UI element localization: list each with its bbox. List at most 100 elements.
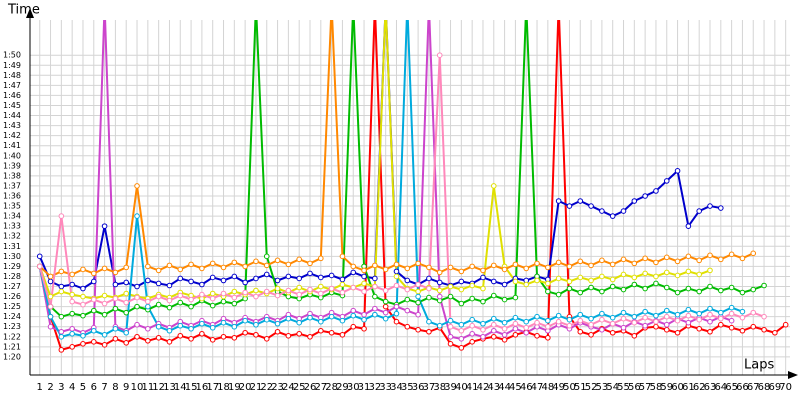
point <box>36 253 43 260</box>
point <box>166 327 173 334</box>
point <box>642 308 648 315</box>
x-tick-label: 19 <box>228 382 241 393</box>
point <box>436 293 443 300</box>
point <box>490 333 497 340</box>
point <box>447 323 454 330</box>
point <box>631 319 638 326</box>
point <box>458 335 465 342</box>
point <box>112 305 119 312</box>
y-tick-label: 1:45 <box>3 101 21 110</box>
x-tick-label: 54 <box>606 382 619 393</box>
point <box>274 277 281 284</box>
x-tick-label: 65 <box>725 382 738 393</box>
x-axis-arrow <box>788 371 798 379</box>
point <box>523 281 530 288</box>
point <box>318 290 324 297</box>
point <box>469 339 475 345</box>
y-axis-label: Time <box>7 3 40 18</box>
point <box>609 261 616 268</box>
point <box>101 342 108 348</box>
y-axis-arrow <box>26 8 34 18</box>
point <box>318 255 324 262</box>
point <box>426 275 432 282</box>
x-tick-label: 20 <box>239 382 252 393</box>
point <box>47 313 54 320</box>
point <box>750 250 757 257</box>
x-tick-label: 3 <box>58 382 64 393</box>
point <box>663 313 670 320</box>
point <box>588 284 594 291</box>
y-tick-label: 1:36 <box>3 191 21 200</box>
point <box>339 253 346 260</box>
point <box>620 271 627 278</box>
x-tick-label: 7 <box>101 382 107 393</box>
x-tick-label: 40 <box>455 382 468 393</box>
point <box>177 322 184 329</box>
tick-labels: 1:201:211:221:231:241:251:261:271:281:29… <box>3 51 792 393</box>
point <box>501 266 508 273</box>
point <box>761 326 767 333</box>
point <box>555 198 562 204</box>
point <box>274 292 281 299</box>
point <box>685 312 692 319</box>
point <box>501 337 508 343</box>
point <box>620 208 627 214</box>
point <box>220 298 227 305</box>
point <box>653 318 659 325</box>
point <box>609 283 616 290</box>
y-tick-label: 1:32 <box>3 232 21 241</box>
point <box>404 323 411 330</box>
point <box>696 271 702 278</box>
point <box>480 267 486 274</box>
point <box>36 263 43 270</box>
x-tick-label: 27 <box>314 382 327 393</box>
point <box>523 329 530 336</box>
point <box>361 280 367 287</box>
point <box>761 313 767 320</box>
x-tick-label: 39 <box>444 382 457 393</box>
point <box>177 292 184 299</box>
point <box>728 251 735 258</box>
point <box>69 310 75 317</box>
point <box>101 265 108 272</box>
point <box>361 273 367 280</box>
point <box>123 264 130 271</box>
point <box>372 293 378 300</box>
point <box>339 331 346 338</box>
point <box>415 260 421 267</box>
point <box>739 289 746 296</box>
point <box>112 325 119 332</box>
point <box>177 275 184 282</box>
point <box>382 303 389 310</box>
point <box>58 268 65 275</box>
x-tick-label: 70 <box>779 382 792 393</box>
point <box>718 287 724 294</box>
point <box>685 319 692 326</box>
point <box>545 317 551 324</box>
point <box>685 285 692 292</box>
point <box>663 254 670 261</box>
point <box>620 324 627 331</box>
x-tick-label: 24 <box>282 382 295 393</box>
point <box>47 303 54 310</box>
x-tick-label: 44 <box>498 382 511 393</box>
point <box>361 311 367 318</box>
x-tick-label: 34 <box>390 382 403 393</box>
point <box>307 333 313 340</box>
x-tick-label: 18 <box>217 382 230 393</box>
point <box>653 259 659 266</box>
point <box>599 273 605 280</box>
x-tick-label: 62 <box>693 382 706 393</box>
point <box>155 334 162 341</box>
x-tick-label: 30 <box>347 382 360 393</box>
point <box>393 282 400 289</box>
x-tick-label: 6 <box>91 382 97 393</box>
point <box>458 345 465 351</box>
y-tick-label: 1:41 <box>3 141 21 150</box>
x-tick-label: 60 <box>671 382 684 393</box>
point <box>490 321 497 328</box>
point <box>512 314 519 321</box>
x-tick-label: 23 <box>271 382 284 393</box>
x-tick-label: 31 <box>358 382 371 393</box>
point <box>209 337 216 343</box>
